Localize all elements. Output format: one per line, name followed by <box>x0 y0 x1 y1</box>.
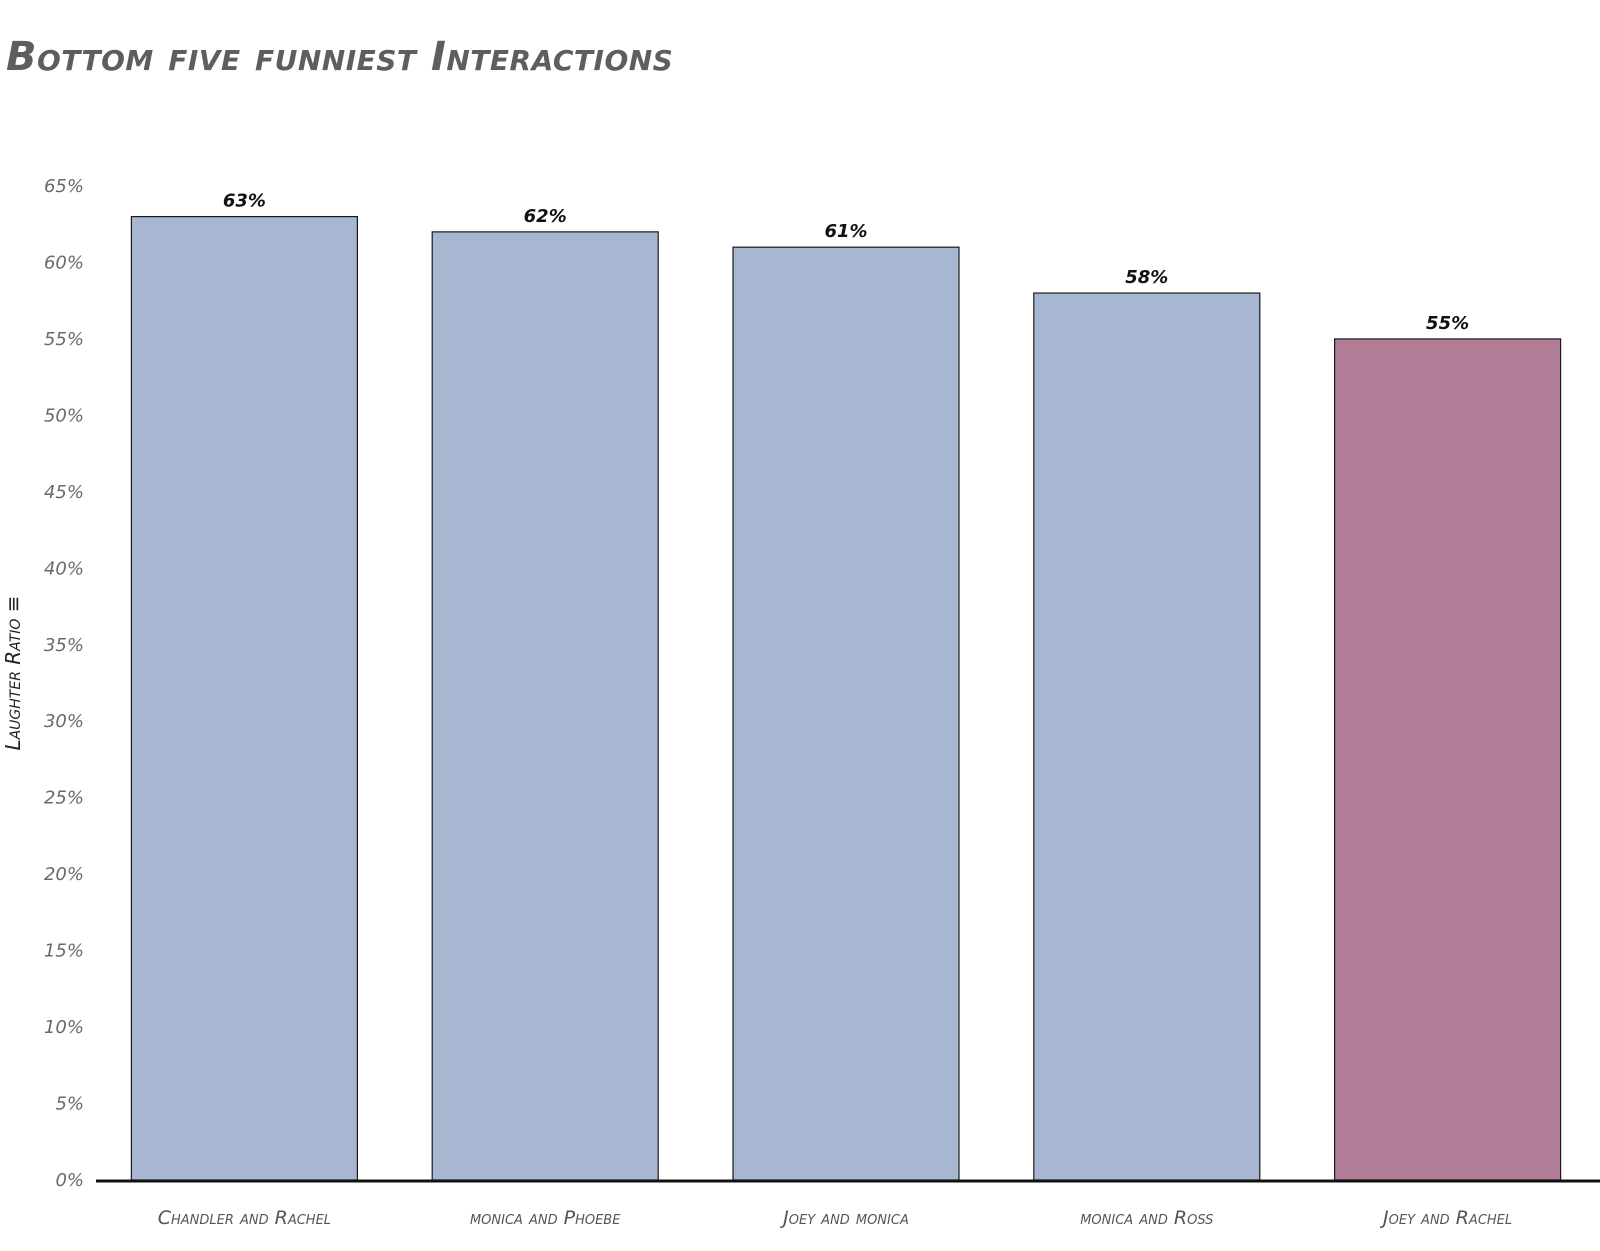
y-tick-label: 0% <box>55 1170 84 1191</box>
y-tick-label: 5% <box>55 1094 84 1115</box>
y-tick-label: 15% <box>44 941 84 962</box>
x-category-label: monica and Phoebe <box>470 1207 621 1229</box>
data-label: 63% <box>223 191 266 212</box>
y-tick-label: 50% <box>44 405 84 426</box>
y-tick-label: 65% <box>44 176 84 197</box>
y-axis-title: Laughter Ratio ≡ <box>1 595 25 750</box>
bar <box>732 246 960 1181</box>
bar <box>130 215 358 1181</box>
y-tick-label: 35% <box>44 635 84 656</box>
x-category-label: Joey and monica <box>779 1207 909 1229</box>
data-label: 55% <box>1426 313 1469 334</box>
y-tick-label: 20% <box>44 864 84 885</box>
x-category-label: Joey and Rachel <box>1379 1207 1512 1229</box>
x-category-label: Chandler and Rachel <box>158 1207 331 1229</box>
bar <box>1033 292 1261 1181</box>
y-tick-label: 55% <box>44 329 84 350</box>
y-tick-label: 45% <box>44 482 84 503</box>
y-tick-label: 40% <box>44 558 84 579</box>
data-label: 62% <box>524 206 567 227</box>
data-label: 58% <box>1125 267 1168 288</box>
y-tick-label: 25% <box>44 788 84 809</box>
y-tick-label: 30% <box>44 711 84 732</box>
y-tick-label: 10% <box>44 1017 84 1038</box>
chart-title: Bottom five funniest Interactions <box>6 34 674 80</box>
x-category-label: monica and Ross <box>1080 1207 1213 1229</box>
bar <box>1333 338 1562 1181</box>
bar <box>431 231 659 1181</box>
data-label: 61% <box>824 221 867 242</box>
y-tick-label: 60% <box>44 252 84 273</box>
